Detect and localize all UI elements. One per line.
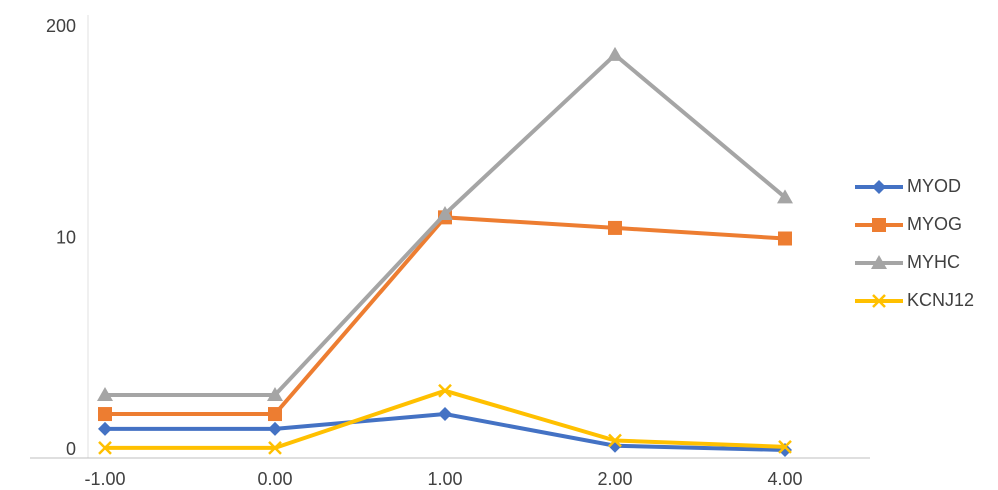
marker	[871, 255, 887, 269]
legend-label: MYOD	[907, 176, 961, 196]
marker	[438, 383, 452, 398]
y-tick-label: 0	[66, 439, 76, 459]
legend-label: KCNJ12	[907, 290, 974, 310]
marker	[438, 407, 452, 422]
y-tick-label: 10	[56, 227, 76, 247]
marker	[267, 387, 283, 402]
x-tick-label: 4.00	[767, 469, 802, 489]
marker	[872, 180, 886, 194]
legend-label: MYHC	[907, 252, 960, 272]
marker	[777, 189, 793, 204]
marker	[437, 206, 453, 221]
marker	[268, 441, 282, 455]
series-line	[105, 52, 787, 398]
marker	[98, 407, 112, 422]
x-tick-label: 0.00	[257, 469, 292, 489]
marker	[268, 421, 282, 436]
marker	[778, 231, 792, 246]
series-line	[105, 215, 786, 417]
x-tick-label: 1.00	[427, 469, 462, 489]
legend-label: MYOG	[907, 214, 962, 234]
marker	[872, 294, 886, 308]
marker	[268, 407, 282, 422]
marker	[97, 387, 113, 402]
marker	[98, 421, 112, 436]
y-tick-label: 200	[46, 16, 76, 36]
marker	[607, 46, 623, 61]
series	[97, 46, 793, 402]
marker	[872, 218, 886, 232]
x-tick-label: -1.00	[84, 469, 125, 489]
series	[98, 383, 792, 455]
marker	[778, 439, 792, 454]
marker	[608, 220, 622, 235]
x-tick-label: 2.00	[597, 469, 632, 489]
marker	[608, 433, 622, 448]
marker	[98, 441, 112, 455]
